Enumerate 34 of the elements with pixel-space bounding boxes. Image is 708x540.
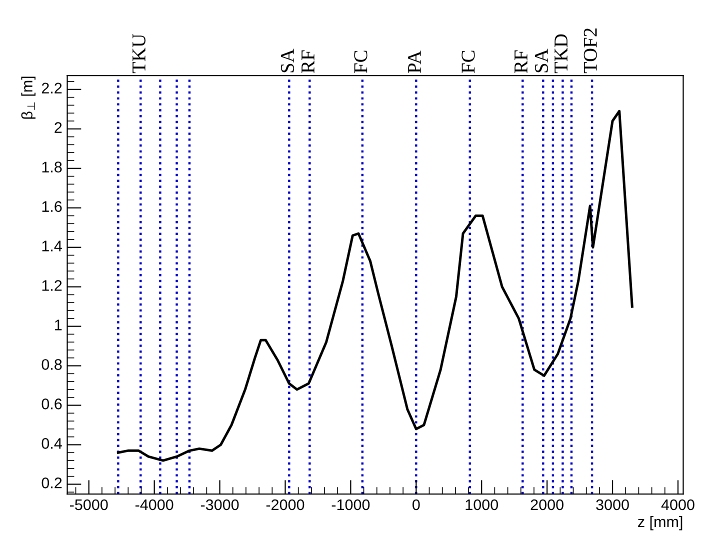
x-tick-label: -2000: [266, 499, 304, 510]
line-series: [116, 110, 634, 462]
y-tick-label: 1.8: [42, 162, 62, 172]
ref-line-label: TKD: [554, 34, 568, 74]
y-tick-label: 2.2: [42, 82, 62, 94]
x-tick-label: 2000: [530, 499, 564, 510]
x-tick-label: 4000: [661, 499, 694, 510]
x-tick-label: 1000: [466, 499, 498, 510]
ref-line-label: SA: [280, 48, 294, 72]
y-tick-label: 0.4: [42, 438, 62, 449]
ref-line-label: TKU: [132, 34, 146, 74]
x-tick-label: -5000: [70, 499, 108, 510]
x-axis-title: z [mm]: [638, 516, 682, 530]
ref-line-label: FC: [354, 50, 368, 73]
ref-line-label: PA: [408, 50, 421, 73]
x-tick-label: 0: [412, 499, 420, 510]
y-tick-label: 1.6: [42, 201, 62, 212]
x-tick-label: -3000: [200, 499, 239, 510]
ref-line-label: RF: [514, 50, 528, 73]
ref-line-label: FC: [462, 50, 475, 73]
x-tick-label: 3000: [596, 499, 629, 510]
y-axis-title: β$_{⊥}$ [m]: [21, 76, 36, 119]
y-tick-label: 1.4: [42, 240, 62, 252]
y-tick-label: 0.2: [42, 478, 62, 488]
y-tick-label: 0.6: [42, 398, 62, 410]
y-tick-label: 1: [55, 320, 62, 330]
x-tick-label: -1000: [332, 499, 370, 510]
ref-line-label: RF: [302, 50, 314, 73]
x-tick-label: -4000: [135, 499, 174, 510]
ref-line-label: TOF2: [584, 28, 597, 74]
ref-line-label: SA: [534, 48, 548, 72]
y-tick-label: 1.2: [42, 280, 62, 291]
y-tick-label: 0.8: [42, 359, 62, 370]
y-tick-label: 2: [54, 122, 62, 133]
